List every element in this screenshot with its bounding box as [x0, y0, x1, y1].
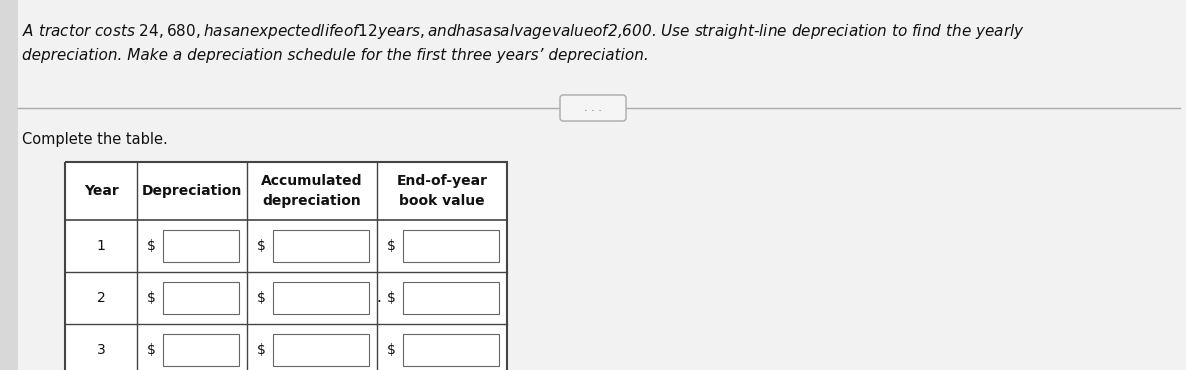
Text: End-of-year: End-of-year: [396, 174, 487, 188]
Text: Year: Year: [84, 184, 119, 198]
Text: A tractor costs $24,680, has an expected life of 12 years, and has a salvage val: A tractor costs $24,680, has an expected…: [23, 22, 1025, 41]
Text: $: $: [147, 291, 155, 305]
Text: $: $: [387, 343, 396, 357]
Bar: [162, 334, 240, 366]
Text: Accumulated: Accumulated: [261, 174, 363, 188]
Text: $: $: [257, 291, 266, 305]
Bar: [403, 282, 499, 314]
Text: $: $: [387, 239, 396, 253]
Text: Depreciation: Depreciation: [142, 184, 242, 198]
Text: depreciation: depreciation: [262, 194, 362, 208]
Text: depreciation. Make a depreciation schedule for the first three years’ depreciati: depreciation. Make a depreciation schedu…: [23, 48, 649, 63]
Bar: [0, 0, 18, 370]
Text: $: $: [387, 291, 396, 305]
Bar: [273, 282, 369, 314]
Text: $: $: [257, 239, 266, 253]
Bar: [162, 231, 240, 262]
Text: $: $: [257, 343, 266, 357]
Text: .: .: [377, 290, 382, 306]
Bar: [65, 162, 506, 370]
Text: Complete the table.: Complete the table.: [23, 132, 167, 147]
Text: book value: book value: [400, 194, 485, 208]
Bar: [273, 231, 369, 262]
Bar: [273, 334, 369, 366]
Text: $: $: [147, 343, 155, 357]
Bar: [403, 334, 499, 366]
Text: 2: 2: [96, 291, 106, 305]
Bar: [65, 162, 506, 370]
Text: . . .: . . .: [584, 103, 602, 113]
FancyBboxPatch shape: [560, 95, 626, 121]
Text: $: $: [147, 239, 155, 253]
Bar: [162, 282, 240, 314]
Bar: [403, 231, 499, 262]
Text: 1: 1: [96, 239, 106, 253]
Text: 3: 3: [96, 343, 106, 357]
